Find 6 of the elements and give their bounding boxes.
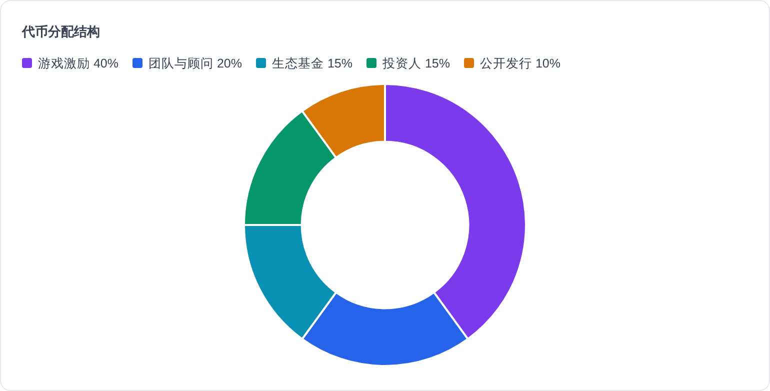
legend-label: 投资人 15% xyxy=(382,56,450,70)
legend-label: 生态基金 15% xyxy=(272,56,352,70)
chart-title: 代币分配结构 xyxy=(21,24,100,39)
legend-label: 团队与顾问 20% xyxy=(148,56,242,70)
legend-label: 公开发行 10% xyxy=(480,56,560,70)
legend-label: 游戏激励 40% xyxy=(38,56,118,70)
